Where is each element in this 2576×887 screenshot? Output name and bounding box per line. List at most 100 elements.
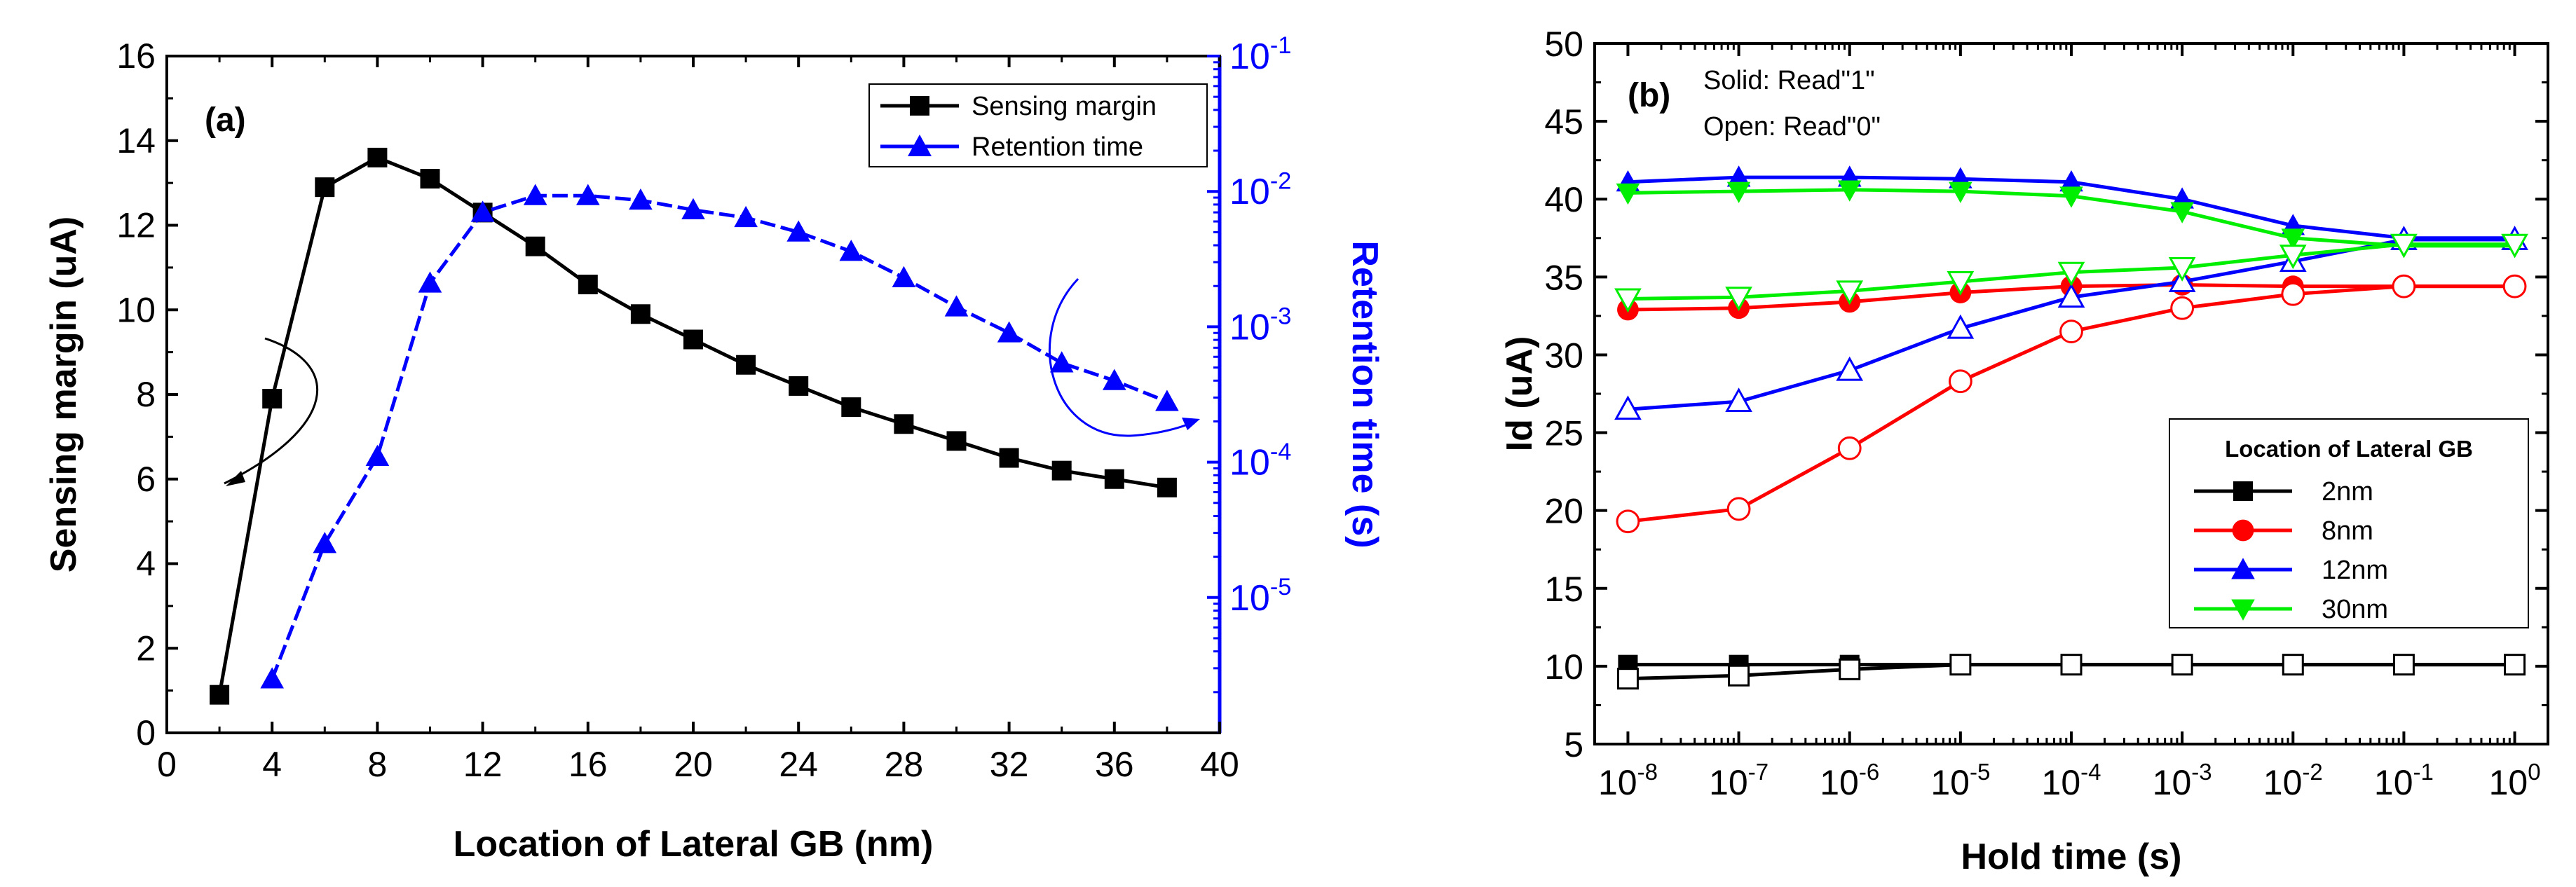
data-point-2nm-read0 (1949, 654, 1972, 676)
panel-b-x-tick-label: 10-7 (1709, 759, 1769, 802)
panel-b-note-solid: Solid: Read"1" (1703, 66, 1875, 95)
panel-a-y-tick-label: 2 (136, 628, 156, 668)
data-point-12nm-read0 (2057, 283, 2085, 308)
panel-a-y-tick-label: 0 (136, 713, 156, 752)
panel-a-x-tick-label: 12 (463, 745, 503, 784)
data-point-8nm-read0 (1837, 436, 1862, 460)
data-point-retention-time (681, 198, 705, 220)
legend-label-8nm: 8nm (2322, 516, 2373, 546)
data-point-retention-time (839, 240, 864, 261)
panel-a-x-tick-label: 24 (779, 745, 818, 784)
data-point-2nm-read0 (2392, 654, 2415, 676)
legend-marker-2nm (2233, 481, 2253, 501)
panel-a-y2-tick-label: 10-1 (1229, 32, 1291, 77)
data-point-sensing-margin (262, 389, 282, 409)
panel-a-y2-tick-label: 10-2 (1229, 167, 1291, 212)
data-point-8nm-read0 (1726, 497, 1751, 521)
data-point-30nm-read0 (1836, 280, 1864, 305)
data-point-12nm-read1 (2059, 170, 2083, 192)
panel-b-x-tick-label: 10-1 (2374, 759, 2434, 802)
data-point-sensing-margin (420, 169, 440, 189)
panel-a-right-arrow (1048, 277, 1197, 437)
panel-a-x-tick-label: 32 (990, 745, 1029, 784)
panel-b-legend-entries: 2nm 8nm 12nm 30nm (2194, 477, 2388, 624)
legend-label-sensing-margin: Sensing margin (972, 92, 1157, 121)
data-point-retention-time (576, 184, 600, 205)
data-point-retention-time (629, 188, 653, 210)
data-point-sensing-margin (1051, 460, 1072, 481)
panel-a-chart: 0 4 8 12 16 20 24 28 32 36 40024681012141610-510-4… (43, 32, 1385, 865)
panel-b-y-tick-label: 30 (1544, 336, 1583, 375)
data-point-2nm-read0 (1839, 658, 1861, 680)
data-point-sensing-margin (578, 275, 598, 295)
panel-a-x-axis-title: Location of Lateral GB (nm) (454, 824, 934, 865)
panel-b-legend-box (2169, 418, 2529, 628)
series-line-sensing-margin (217, 156, 1168, 696)
panel-a-left-arrow (224, 337, 319, 485)
data-point-retention-time (892, 266, 916, 287)
panel-a-y-tick-label: 10 (116, 290, 156, 329)
data-point-8nm-read0 (2170, 296, 2195, 320)
panel-a-x-tick-label: 40 (1200, 745, 1239, 784)
panel-a-left-arrowhead (226, 471, 245, 486)
panel-b-x-tick-label: 10-8 (1598, 759, 1658, 802)
data-point-30nm-read0 (1614, 288, 1642, 313)
data-point-retention-time (313, 532, 337, 553)
panel-b-ticks: 10-8 10-7 10-6 10-5 10-4 10-3 10-2 10-1 100 5 10 15… (1544, 25, 2548, 802)
data-point-sensing-margin (630, 304, 650, 324)
panel-b-y-tick-label: 35 (1544, 258, 1583, 297)
panel-b-note-open: Open: Read"0" (1703, 112, 1881, 142)
data-point-12nm-read0 (1947, 314, 1975, 339)
panel-a-x-tick-label: 16 (568, 745, 608, 784)
data-point-retention-time (944, 295, 969, 317)
data-point-12nm-read1 (1726, 165, 1751, 187)
data-point-sensing-margin (789, 376, 809, 396)
panel-a-y2-axis-title: Retention time (s) (1344, 240, 1385, 548)
data-point-2nm-read0 (2171, 654, 2193, 676)
panel-b-y-axis-title: Id (uA) (1499, 336, 1540, 452)
data-point-30nm-read1 (1616, 183, 1640, 205)
panel-a-label: (a) (205, 102, 246, 139)
panel-a-series (210, 147, 1179, 705)
panel-a-y2-tick-label: 10-5 (1229, 574, 1291, 619)
data-point-30nm-read1 (1949, 181, 1972, 203)
panel-a-y2-tick-label: 10-4 (1229, 439, 1291, 483)
panel-a-y-tick-label: 8 (136, 375, 156, 414)
panel-a-ticks: 0 4 8 12 16 20 24 28 32 36 40024681012141610-510-4… (116, 32, 1291, 784)
legend-marker-8nm (2232, 519, 2254, 542)
data-point-sensing-margin (999, 448, 1019, 468)
panel-a-y-tick-label: 12 (116, 206, 156, 245)
data-point-retention-time (734, 205, 758, 228)
panel-b-y-tick-label: 40 (1544, 180, 1583, 219)
panel-a-x-tick-label: 8 (367, 745, 387, 784)
data-point-30nm-read1 (1837, 180, 1862, 202)
panel-b-y-tick-label: 20 (1544, 492, 1583, 531)
data-point-2nm-read0 (1616, 668, 1639, 690)
panel-b-label: (b) (1628, 77, 1670, 114)
data-point-8nm-read0 (2392, 274, 2416, 298)
panel-b-x-tick-label: 10-4 (2042, 759, 2101, 802)
panel-a-x-tick-label: 0 (157, 745, 177, 784)
panel-b-chart: 10-8 10-7 10-6 10-5 10-4 10-3 10-2 10-1 100 5 10 15… (1499, 25, 2549, 877)
panel-b-x-axis-title: Hold time (s) (1961, 837, 2182, 877)
legend-label-2nm: 2nm (2322, 477, 2373, 507)
data-point-retention-time (786, 220, 810, 242)
panel-b-y-tick-label: 45 (1544, 102, 1583, 142)
data-point-sensing-margin (946, 431, 967, 451)
panel-a-y-tick-label: 6 (136, 460, 156, 499)
data-point-30nm-read1 (1726, 181, 1751, 203)
legend-label-12nm: 12nm (2322, 556, 2388, 585)
data-point-12nm-read0 (1725, 387, 1752, 413)
panel-a-x-tick-label: 28 (885, 745, 924, 784)
data-point-sensing-margin (736, 355, 756, 375)
data-point-30nm-read0 (2501, 233, 2528, 259)
data-point-sensing-margin (1104, 469, 1124, 489)
panel-a-y-axis-title: Sensing margin (uA) (43, 216, 84, 572)
panel-b-legend-title: Location of Lateral GB (2225, 436, 2473, 462)
data-point-30nm-read0 (2168, 257, 2196, 282)
data-point-12nm-read0 (1614, 395, 1642, 420)
panel-b-x-tick-label: 10-6 (1820, 759, 1879, 802)
data-point-retention-time (997, 321, 1021, 343)
legend-marker-sensing-margin (910, 96, 929, 116)
panel-b-x-tick-label: 10-2 (2263, 759, 2323, 802)
